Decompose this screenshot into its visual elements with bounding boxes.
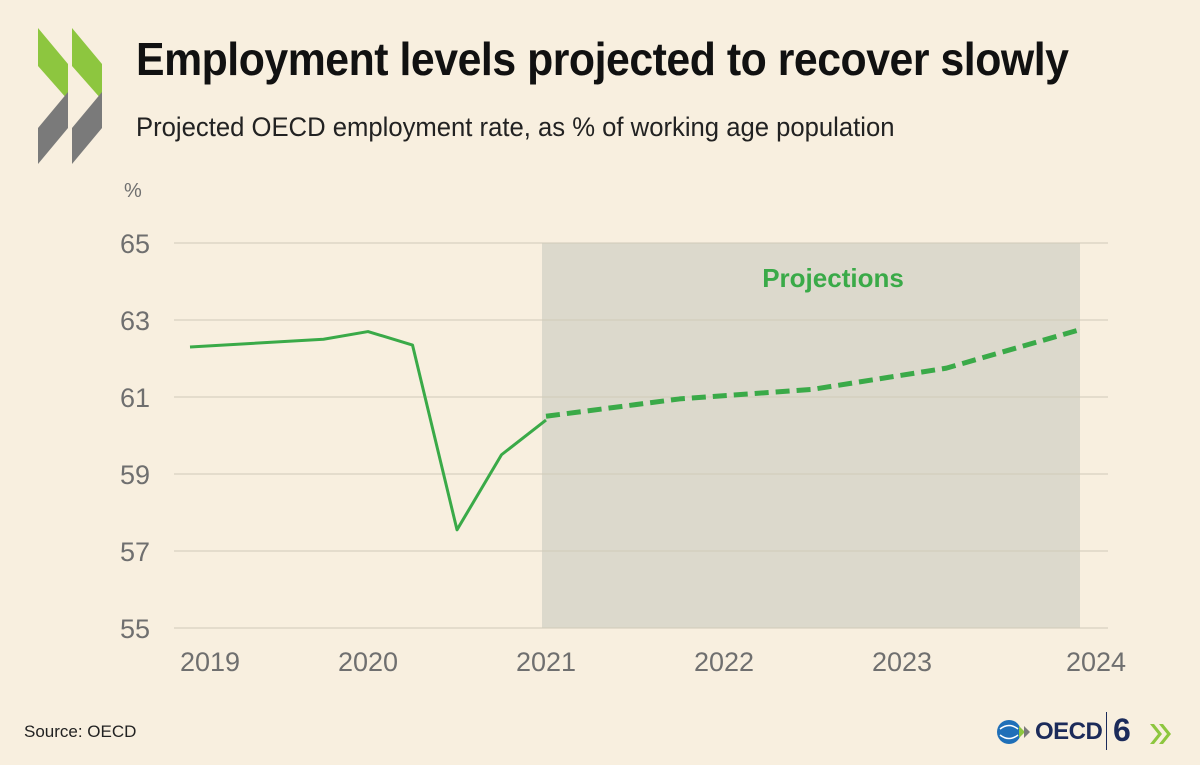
chevron-grey-left — [38, 92, 68, 164]
series-layer — [189, 327, 1081, 532]
x-tick-label: 2021 — [516, 647, 576, 677]
y-tick-label: 55 — [120, 614, 150, 644]
x-tick-label: 2023 — [872, 647, 932, 677]
projection-band-layer — [542, 243, 1080, 628]
y-tick-label: 61 — [120, 383, 150, 413]
projection-band — [542, 243, 1080, 628]
y-axis-unit-label: % — [124, 180, 142, 202]
chevron-green-right — [72, 28, 102, 100]
chart-title: Employment levels projected to recover s… — [136, 33, 1069, 85]
chart-subtitle: Projected OECD employment rate, as % of … — [136, 112, 895, 142]
logo-divider — [1106, 712, 1107, 750]
chevron-green-left — [38, 28, 68, 100]
x-tick-label: 2019 — [180, 647, 240, 677]
x-tick-label: 2022 — [694, 647, 754, 677]
series-line-actual — [189, 330, 547, 532]
gridlines — [174, 242, 1108, 629]
oecd-wordmark: OECD — [1035, 718, 1103, 745]
y-tick-label: 63 — [120, 306, 150, 336]
source-note: Source: OECD — [24, 722, 137, 741]
projections-annotation: Projections — [762, 263, 904, 293]
x-tick-label: 2020 — [338, 647, 398, 677]
anniversary-mark: 6 — [1113, 712, 1131, 748]
y-tick-label: 65 — [120, 229, 150, 259]
y-axis-ticks: 65 63 61 59 57 55 — [120, 229, 150, 644]
x-axis-ticks: 2019 2020 2021 2022 2023 2024 — [180, 647, 1126, 677]
chevron-grey-right — [72, 92, 102, 164]
y-tick-label: 59 — [120, 460, 150, 490]
x-tick-label: 2024 — [1066, 647, 1126, 677]
anniversary-chevrons-icon — [1150, 724, 1171, 744]
oecd-chevrons-icon — [38, 28, 102, 164]
oecd-globe-icon — [997, 720, 1030, 744]
series-line-projected — [545, 327, 1081, 419]
y-tick-label: 57 — [120, 537, 150, 567]
